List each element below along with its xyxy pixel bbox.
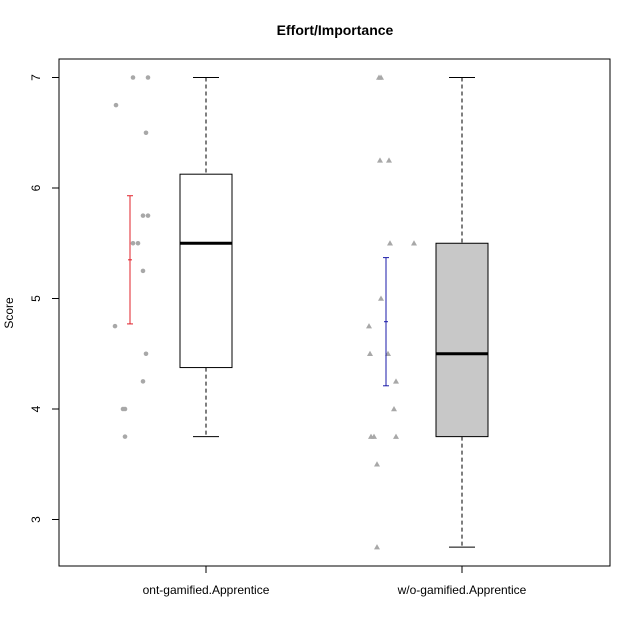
data-point (122, 434, 128, 439)
data-point (145, 213, 151, 218)
y-axis: 3 4 5 6 7 (29, 74, 60, 523)
box-group (366, 74, 489, 550)
data-point (393, 433, 399, 439)
chart-title: Effort/Importance (277, 22, 394, 38)
data-point (135, 240, 141, 246)
data-point (145, 75, 151, 80)
data-point (378, 295, 384, 301)
y-axis-label: Score (2, 297, 16, 329)
data-point (140, 268, 146, 274)
data-point (386, 157, 392, 163)
data-point (140, 379, 146, 384)
data-point (367, 350, 373, 356)
x-tick-label: w/o-gamified.Apprentice (397, 583, 527, 597)
data-point (143, 130, 149, 136)
data-point (371, 433, 377, 439)
data-point (411, 240, 417, 246)
iqr-box (435, 242, 489, 438)
data-point (112, 323, 118, 329)
y-tick-label: 6 (29, 184, 43, 191)
data-point (387, 240, 393, 246)
iqr-box (179, 173, 233, 369)
groups (112, 74, 489, 550)
y-tick-label: 7 (29, 74, 43, 81)
data-point (374, 461, 380, 467)
box-group (112, 75, 233, 439)
y-tick-label: 3 (29, 516, 43, 523)
data-point (122, 406, 128, 412)
data-point (393, 378, 399, 384)
data-point (140, 213, 146, 218)
data-point (378, 74, 384, 80)
plot-frame (58, 58, 611, 567)
data-point (130, 240, 136, 246)
data-point (130, 75, 136, 80)
data-point (143, 351, 149, 357)
data-point (377, 157, 383, 163)
data-point (391, 406, 397, 412)
y-tick-label: 5 (29, 295, 43, 302)
x-axis: ont-gamified.Apprentice w/o-gamified.Appr… (143, 565, 527, 597)
x-tick-label: ont-gamified.Apprentice (143, 583, 270, 597)
data-point (366, 323, 372, 329)
data-point (113, 102, 119, 108)
data-point (374, 544, 380, 550)
y-tick-label: 4 (29, 405, 43, 412)
